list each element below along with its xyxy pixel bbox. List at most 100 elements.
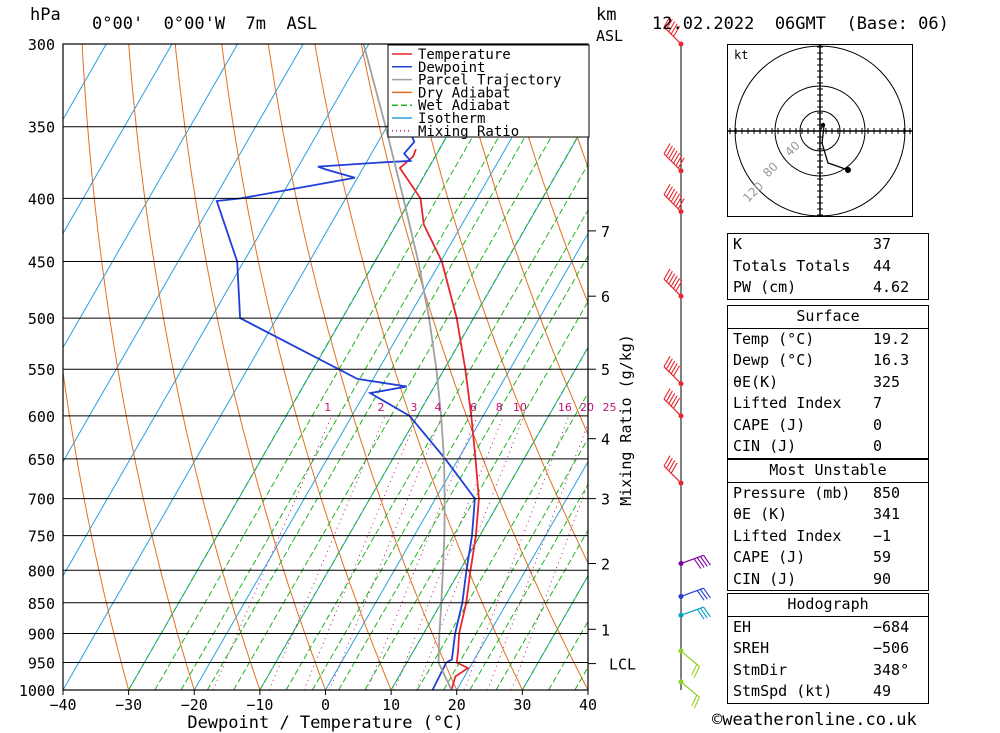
wind-barb-flag: [668, 393, 676, 404]
hodograph-point: [820, 122, 826, 128]
wind-barb-flag: [668, 147, 676, 159]
pressure-tick-label: 1000: [19, 682, 55, 700]
wind-barb-flag: [668, 188, 676, 200]
legend-entry: Parcel Trajectory: [418, 73, 561, 89]
wind-barb-flag: [668, 360, 676, 372]
wind-barb-flag: [670, 462, 678, 474]
pressure-tick-label: 500: [28, 310, 55, 328]
dry-adiabat-line: [962, 0, 1000, 716]
surface-table: Surface Temp (°C) 19.2 Dewp (°C) 16.3 θE(K…: [727, 305, 929, 459]
wind-barb: [678, 587, 711, 601]
hodograph-table-title: Hodograph: [728, 594, 928, 617]
wind-barb-flag: [691, 694, 698, 707]
pressure-tick-label: 850: [28, 595, 55, 613]
wind-barb: [663, 388, 684, 419]
isotherm-line: [0, 0, 31, 716]
wind-barb-staff: [663, 465, 682, 484]
wet-adiabat-line: [338, 254, 588, 690]
wet-adiabat-line: [285, 163, 588, 690]
wind-barb-flag: [668, 273, 676, 285]
pressure-tick-label: 400: [28, 190, 55, 208]
x-tick-label: 10: [382, 696, 400, 714]
wind-barb: [678, 648, 700, 678]
wind-barb-staff: [663, 26, 682, 45]
legend-entry: Dry Adiabat: [418, 85, 511, 101]
wind-barb-flag: [696, 557, 705, 568]
mixing-ratio-label: 8: [496, 401, 503, 414]
pressure-tick-label: 900: [28, 625, 55, 643]
mixing-ratio-label: 25: [603, 401, 617, 414]
wind-barb-flag: [693, 697, 700, 709]
hodograph-ring-label-120: 120: [740, 179, 766, 205]
wet-adiabat-line: [469, 483, 588, 690]
hodograph-svg: kt 40 80 120: [728, 40, 912, 222]
hodograph-panel: kt 40 80 120: [727, 40, 913, 222]
wind-barb: [663, 183, 685, 215]
pressure-tick-label: 650: [28, 451, 55, 469]
wind-barb-flag: [663, 268, 671, 280]
plot-frame: [62, 43, 589, 691]
pressure-tick-label: 350: [28, 119, 55, 137]
wind-barb-flag: [670, 395, 678, 407]
location-label: 0°00' 0°00'W 7m ASL: [92, 14, 318, 34]
asl-unit-label: ASL: [596, 27, 624, 45]
mixing-ratio-line: [303, 415, 419, 690]
pressure-tick-label: 800: [28, 562, 55, 580]
wind-barb-flag: [663, 356, 671, 367]
wind-barb-flag: [665, 145, 673, 157]
wind-barb-flag: [665, 457, 673, 469]
mu-row: θE (K) 341: [733, 505, 901, 523]
wind-barb-flag: [670, 23, 678, 35]
mixing-ratio-line: [394, 415, 504, 690]
wet-adiabat-line: [311, 209, 588, 690]
isotherm-line: [63, 44, 173, 235]
wind-barb-flag: [663, 388, 671, 400]
wind-barb-flag: [673, 397, 681, 409]
hodo-row: StmSpd (kt) 49: [733, 682, 892, 700]
surface-row: Lifted Index 7: [733, 394, 883, 412]
wind-barb-flag: [677, 157, 685, 169]
wind-barb-flag: [703, 606, 711, 618]
wind-barb-flag: [696, 590, 705, 601]
wet-adiabat-line: [495, 529, 588, 690]
wet-adiabat-line: [233, 71, 588, 690]
surface-row: Dewp (°C) 16.3: [733, 351, 910, 369]
wind-barb-flag: [665, 18, 673, 30]
wind-barb-flag: [699, 556, 708, 567]
wind-barb: [663, 16, 684, 47]
wind-barb-staff: [663, 398, 682, 417]
hodograph-ticks: [729, 40, 911, 222]
most-unstable-table: Most Unstable Pressure (mb) 850 θE (K) 341…: [727, 459, 929, 591]
km-unit-label: km: [596, 5, 617, 25]
x-tick-label: −10: [246, 696, 273, 714]
hodograph-endpoint: [845, 167, 851, 173]
hodo-row: StmDir 348°: [733, 660, 910, 679]
x-tick-label: 30: [513, 696, 531, 714]
wind-barb-flag: [675, 155, 683, 167]
surface-row: CAPE (J) 0: [733, 415, 883, 434]
pressure-tick-label: 450: [28, 254, 55, 272]
wind-barb-flag: [670, 275, 678, 287]
wind-barb-flag: [703, 587, 711, 599]
x-tick-label: −30: [115, 696, 142, 714]
km-tick-label: 6: [601, 288, 610, 306]
index-row-pw: PW (cm) 4.62: [733, 278, 910, 296]
pressure-tick-label: 750: [28, 528, 55, 546]
mixing-ratio-label: 1: [324, 401, 331, 414]
x-tick-label: 20: [448, 696, 466, 714]
mixing-ratio-label: 4: [435, 401, 442, 414]
dry-adiabat-line: [81, 44, 195, 690]
km-tick-label: 2: [601, 556, 610, 574]
dry-adiabat-line: [128, 44, 261, 690]
legend-entry: Dewpoint: [418, 60, 485, 76]
wind-barb-flag: [675, 195, 683, 207]
wind-barb-flag: [668, 460, 676, 472]
km-tick-label: 3: [601, 491, 610, 509]
mu-row: Pressure (mb) 850: [733, 483, 901, 502]
index-row-k: K 37: [733, 235, 892, 253]
wind-barb-flag: [673, 152, 681, 164]
isotherm-line: [456, 460, 588, 690]
wind-barb-flag: [693, 558, 702, 569]
wind-barb-flag: [677, 198, 685, 210]
